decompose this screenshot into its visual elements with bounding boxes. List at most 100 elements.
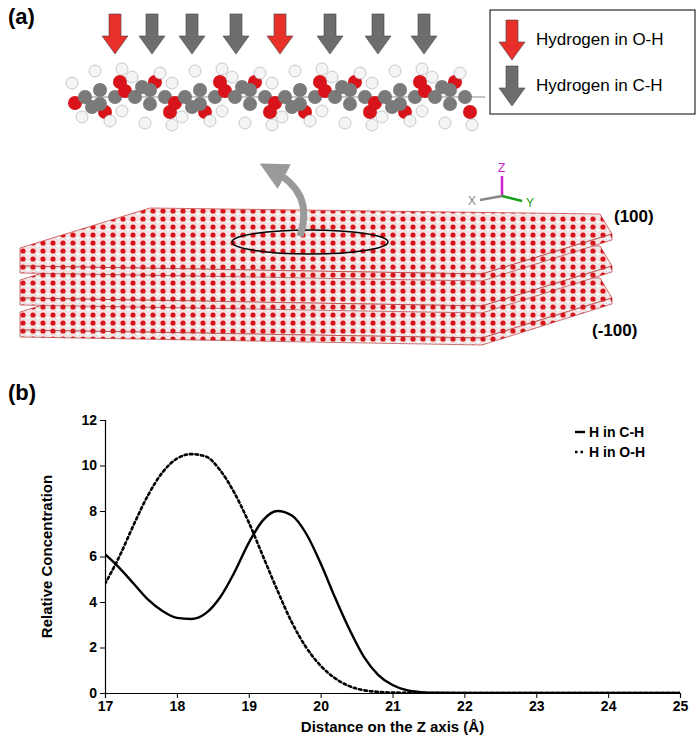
tick: 2 bbox=[89, 639, 105, 655]
tick-label: 22 bbox=[457, 698, 473, 714]
pointer-arrow bbox=[365, 14, 391, 54]
legend: H in C-H H in O-H bbox=[575, 424, 645, 460]
axis-triad: ZXY bbox=[468, 161, 534, 210]
pointer-arrow bbox=[179, 14, 205, 54]
legend-label: Hydrogen in C-H bbox=[536, 76, 663, 95]
selection-ellipse bbox=[232, 230, 388, 254]
x-axis-title: Distance on the Z axis (Å) bbox=[301, 718, 484, 735]
series-line bbox=[105, 454, 680, 693]
carbon-atom bbox=[443, 97, 457, 111]
panel-a: (a) Hydrogen in O-HHydrogen in C-H (100) (-… bbox=[8, 4, 695, 345]
tick-label: 10 bbox=[81, 457, 97, 473]
panel-label: (a) bbox=[8, 4, 35, 29]
carbon-atom bbox=[285, 100, 299, 114]
carbon-atom bbox=[193, 83, 207, 97]
plot-area bbox=[105, 454, 680, 693]
tick-mark bbox=[100, 466, 105, 467]
hydrogen-atom bbox=[66, 77, 78, 89]
hydrogen-atom bbox=[276, 111, 288, 123]
carbon-atom bbox=[335, 80, 349, 94]
slab-edge bbox=[20, 234, 612, 281]
y-axis: 0 2 4 6 8 10 12 bbox=[81, 412, 105, 701]
carbon-atom bbox=[93, 83, 107, 97]
carbon-atom bbox=[293, 83, 307, 97]
carbon-atom bbox=[85, 100, 99, 114]
zoom-arrow bbox=[272, 170, 304, 236]
hydrogen-atom bbox=[116, 105, 128, 117]
molecule-chain bbox=[66, 63, 485, 131]
pointer-arrow bbox=[102, 14, 128, 54]
triad-label: Y bbox=[526, 196, 534, 210]
carbon-atom bbox=[185, 100, 199, 114]
hydrogen-atom bbox=[404, 115, 416, 127]
tick: 10 bbox=[81, 457, 105, 473]
y-axis-title: Relative Concentration bbox=[38, 475, 55, 638]
pointer-arrow bbox=[139, 14, 165, 54]
hydrogen-atom bbox=[316, 105, 328, 117]
hydrogen-atom bbox=[289, 65, 301, 77]
hydrogen-atom bbox=[89, 65, 101, 77]
hydrogen-atom bbox=[304, 115, 316, 127]
legend-arrow bbox=[499, 66, 525, 106]
tick: 19 bbox=[241, 693, 257, 714]
tick-mark bbox=[100, 693, 105, 694]
legend-label: H in O-H bbox=[589, 444, 645, 460]
carbon-atom bbox=[393, 83, 407, 97]
carbon-atom bbox=[135, 80, 149, 94]
hydrogen-atom bbox=[326, 71, 338, 83]
legend-label: H in C-H bbox=[589, 424, 644, 440]
hydrogen-atom bbox=[154, 67, 166, 79]
hydrogen-atom bbox=[204, 115, 216, 127]
hydrogen-atom bbox=[166, 77, 178, 89]
tick-label: 25 bbox=[673, 698, 689, 714]
oxygen-atom bbox=[463, 105, 477, 119]
hydrogen-atom bbox=[189, 65, 201, 77]
hydrogen-atom bbox=[366, 77, 378, 89]
hydrogen-atom bbox=[454, 67, 466, 79]
figure: (a) Hydrogen in O-HHydrogen in C-H (100) (-… bbox=[0, 0, 700, 743]
tick: 4 bbox=[89, 594, 105, 610]
tick: 6 bbox=[89, 548, 105, 564]
hydrogen-atom bbox=[76, 111, 88, 123]
series-line bbox=[105, 511, 680, 693]
tick: 20 bbox=[313, 693, 329, 714]
carbon-atom bbox=[458, 90, 472, 104]
hydrogen-atom bbox=[104, 115, 116, 127]
tick: 24 bbox=[601, 693, 617, 714]
hydrogen-atom bbox=[226, 71, 238, 83]
legend-frame bbox=[490, 10, 695, 114]
tick-label: 8 bbox=[89, 503, 97, 519]
pointer-arrow bbox=[267, 14, 293, 54]
tick: 0 bbox=[89, 685, 105, 701]
pointer-arrow bbox=[223, 14, 249, 54]
carbon-atom bbox=[235, 80, 249, 94]
pointer-arrow bbox=[411, 14, 437, 54]
panel-b: (b)171819202122232425024681012Distance o… bbox=[8, 380, 688, 735]
panel-label: (b) bbox=[8, 380, 36, 405]
hydrogen-atom bbox=[316, 63, 328, 75]
hydrogen-atom bbox=[254, 67, 266, 79]
tick: 25 bbox=[673, 693, 689, 714]
hydrogen-atom bbox=[416, 105, 428, 117]
axis-line bbox=[100, 421, 106, 694]
hydrogen-atom bbox=[376, 111, 388, 123]
carbon-atom bbox=[343, 97, 357, 111]
triad-axis bbox=[501, 176, 504, 196]
surface-label: (-100) bbox=[592, 321, 637, 340]
surface-label: (100) bbox=[614, 207, 654, 226]
legend-a: Hydrogen in O-HHydrogen in C-H bbox=[490, 10, 695, 114]
hydrogen-atom bbox=[139, 117, 151, 129]
tick-mark bbox=[100, 420, 105, 421]
tick: 23 bbox=[529, 693, 545, 714]
hydrogen-atom bbox=[339, 117, 351, 129]
pointer-arrow bbox=[317, 14, 343, 54]
hydrogen-atom bbox=[126, 71, 138, 83]
hydrogen-atom bbox=[354, 67, 366, 79]
hydrogen-atom bbox=[439, 117, 451, 129]
tick: 12 bbox=[81, 412, 105, 428]
tick-label: 2 bbox=[89, 639, 97, 655]
hydrogen-atom bbox=[176, 111, 188, 123]
tick-mark bbox=[100, 648, 105, 649]
hydrogen-atom bbox=[266, 77, 278, 89]
hydrogen-atom bbox=[266, 119, 278, 131]
